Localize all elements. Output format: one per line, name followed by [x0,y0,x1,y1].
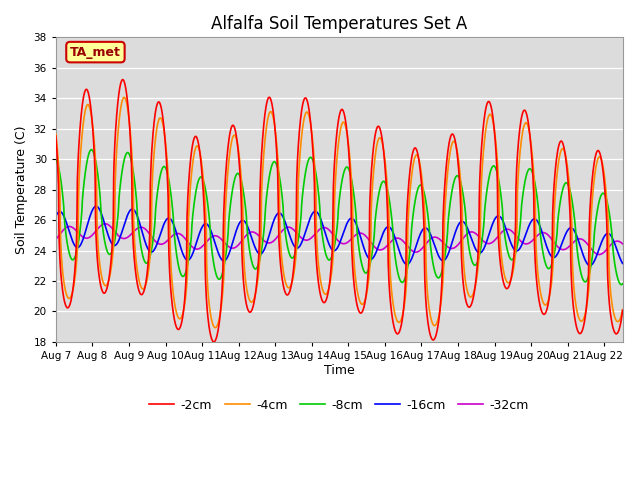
-4cm [293,237,301,243]
-8cm [618,282,625,288]
-32cm [96,224,104,229]
-8cm [375,192,383,197]
-16cm [119,225,127,231]
-4cm [619,307,627,312]
-4cm [120,95,128,100]
-16cm [305,220,312,226]
-4cm [119,96,127,102]
-16cm [375,242,383,248]
-32cm [375,247,383,252]
Text: TA_met: TA_met [70,46,121,59]
-8cm [293,245,301,251]
-4cm [52,131,60,137]
-8cm [305,157,312,163]
-2cm [210,339,218,345]
-8cm [119,162,127,168]
X-axis label: Time: Time [324,364,355,377]
-2cm [305,105,312,111]
-4cm [305,112,312,118]
-4cm [375,135,383,141]
-32cm [619,241,627,247]
-2cm [119,77,127,83]
-16cm [586,263,594,268]
Title: Alfalfa Soil Temperatures Set A: Alfalfa Soil Temperatures Set A [211,15,467,33]
Line: -16cm: -16cm [56,206,623,265]
-4cm [96,261,104,267]
-16cm [293,245,301,251]
-2cm [293,167,301,172]
Legend: -2cm, -4cm, -8cm, -16cm, -32cm: -2cm, -4cm, -8cm, -16cm, -32cm [145,394,534,417]
-32cm [305,237,312,243]
-16cm [52,214,60,219]
-8cm [88,147,95,153]
-8cm [52,157,60,163]
-2cm [52,133,60,139]
Y-axis label: Soil Temperature (C): Soil Temperature (C) [15,125,28,254]
Line: -4cm: -4cm [56,97,623,328]
-32cm [293,230,301,236]
-8cm [619,281,627,287]
-2cm [375,124,383,130]
-32cm [101,221,109,227]
Line: -2cm: -2cm [56,80,623,342]
-16cm [96,208,104,214]
-4cm [315,266,323,272]
-32cm [595,252,603,257]
-2cm [315,284,323,289]
-8cm [315,191,323,197]
-8cm [96,193,104,199]
-32cm [315,228,323,233]
-32cm [119,236,127,241]
-4cm [212,325,220,331]
Line: -8cm: -8cm [56,150,623,285]
-16cm [315,212,323,217]
-16cm [92,204,100,209]
-2cm [96,277,104,283]
-32cm [52,237,60,242]
-2cm [119,77,127,83]
-16cm [619,261,627,266]
Line: -32cm: -32cm [56,224,623,254]
-2cm [619,308,627,313]
